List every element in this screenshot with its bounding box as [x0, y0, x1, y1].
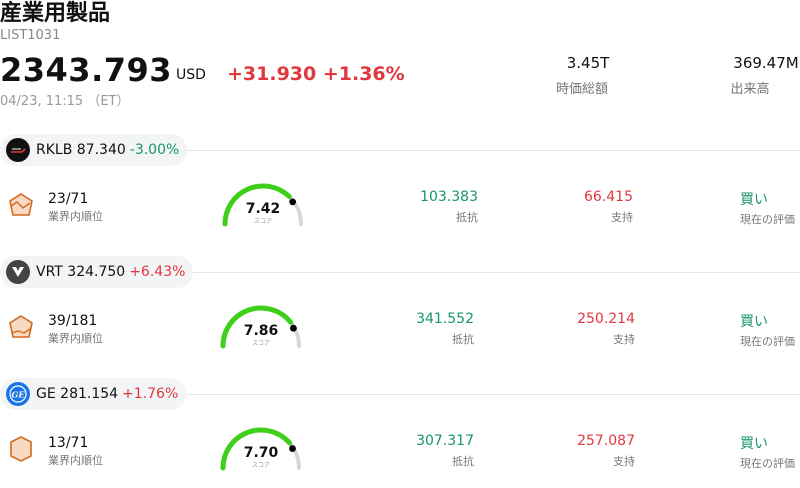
resistance-label: 抵抗 [452, 455, 474, 468]
score-label: スコア [254, 218, 272, 225]
resistance-value: 341.552 [416, 311, 474, 327]
support-label: 支持 [613, 455, 635, 468]
row-divider [193, 272, 800, 273]
stock-price: 87.340 [76, 142, 126, 158]
evaluation-value: 買い [740, 314, 768, 330]
resistance-value: 307.317 [416, 433, 474, 449]
stock-ticker: VRT [36, 264, 63, 280]
score-label: スコア [252, 462, 270, 469]
row-divider [186, 394, 800, 395]
stock-ticker: GE [36, 386, 56, 402]
evaluation-label: 現在の評価 [740, 335, 795, 348]
evaluation-label: 現在の評価 [740, 457, 795, 470]
score-value: 7.70 [244, 445, 279, 461]
currency-label: USD [176, 67, 206, 83]
support-label: 支持 [611, 211, 633, 224]
evaluation-label: 現在の評価 [740, 213, 795, 226]
support-label: 支持 [613, 333, 635, 346]
market-cap-label: 時価総額 [555, 82, 608, 97]
stock-ticker: RKLB [36, 142, 73, 158]
industry-rank-icon [10, 436, 32, 462]
score-value: 7.86 [244, 323, 279, 339]
support-value: 257.087 [577, 433, 635, 449]
support-value: 250.214 [577, 311, 635, 327]
volume-label: 出来高 [730, 82, 770, 97]
index-change: +31.930 +1.36% [227, 63, 405, 85]
stock-chip-rklb[interactable]: RKLB 87.340 -3.00% [0, 134, 188, 166]
svg-text:GE: GE [12, 390, 26, 400]
stock-change: +6.43% [129, 264, 186, 280]
ge-logo-icon: GE [6, 382, 30, 406]
industry-rank-icon [9, 193, 33, 216]
score-gauge: 7.86 スコア [220, 305, 301, 349]
score-gauge: 7.42 スコア [222, 183, 303, 227]
industry-rank-value: 23/71 [48, 191, 89, 207]
stock-chip-vrt[interactable]: VRT 324.750 +6.43% [0, 256, 194, 288]
rocket-lab-logo-icon [6, 138, 30, 162]
timestamp: 04/23, 11:15 （ET） [0, 94, 130, 109]
resistance-label: 抵抗 [456, 211, 478, 224]
stock-price: 324.750 [67, 264, 126, 280]
industry-rank-value: 39/181 [48, 313, 98, 329]
page-title: 産業用製品 [0, 1, 111, 26]
resistance-label: 抵抗 [452, 333, 474, 346]
market-cap-value: 3.45T [566, 54, 610, 72]
volume-value: 369.47M [733, 54, 799, 72]
score-value: 7.42 [246, 201, 281, 217]
vertiv-logo-icon [6, 260, 30, 284]
industry-rank-icon [9, 315, 33, 338]
stock-change: -3.00% [129, 142, 180, 158]
evaluation-value: 買い [740, 192, 768, 208]
support-value: 66.415 [584, 189, 633, 205]
row-divider [186, 150, 800, 151]
score-gauge: 7.70 スコア [220, 427, 301, 471]
score-label: スコア [252, 340, 270, 347]
list-code: LIST1031 [0, 28, 61, 43]
industry-rank-label: 業界内順位 [48, 332, 103, 345]
industry-rank-value: 13/71 [48, 435, 89, 451]
industry-rank-label: 業界内順位 [48, 210, 103, 223]
industry-rank-label: 業界内順位 [48, 454, 103, 467]
resistance-value: 103.383 [420, 189, 478, 205]
stock-chip-ge[interactable]: GE GE 281.154 +1.76% [0, 378, 187, 410]
index-price: 2343.793 [0, 51, 173, 89]
stock-price: 281.154 [60, 386, 119, 402]
stock-change: +1.76% [122, 386, 179, 402]
evaluation-value: 買い [740, 436, 768, 452]
